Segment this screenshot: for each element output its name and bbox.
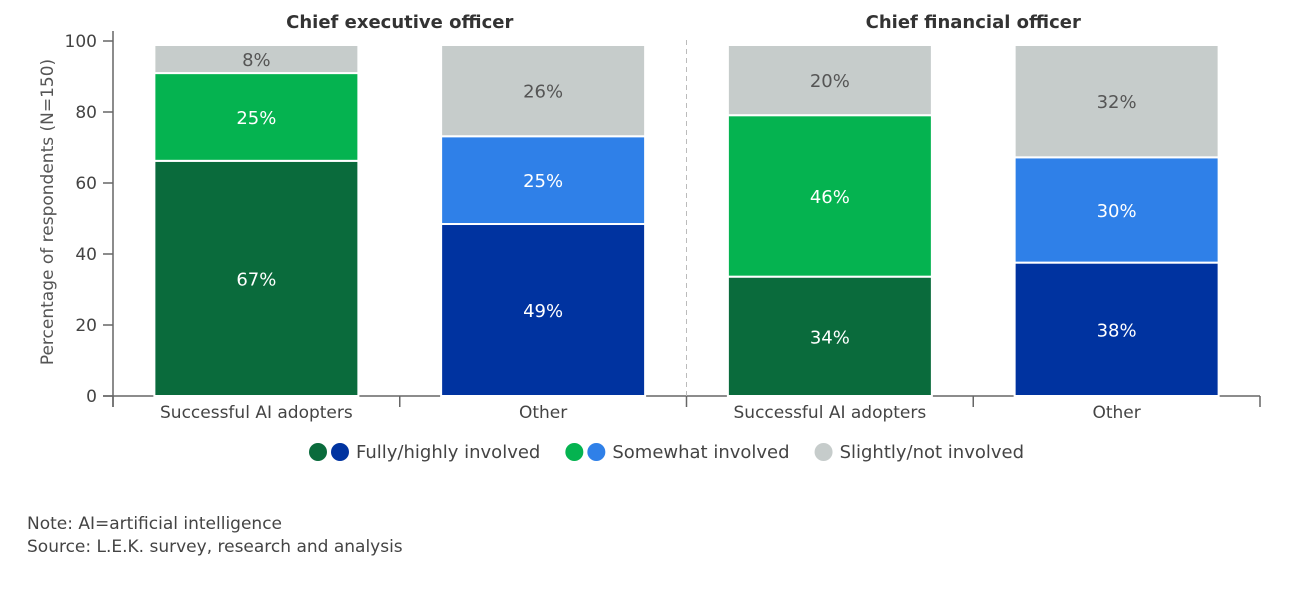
bar-segment xyxy=(440,135,647,226)
bar-segment xyxy=(153,72,360,162)
bar-segment xyxy=(726,44,933,117)
bar-segment xyxy=(153,44,360,75)
data-label: 20% xyxy=(810,71,850,92)
y-tick-label: 100 xyxy=(65,32,97,52)
x-category-label: Successful AI adopters xyxy=(734,403,927,423)
x-category-label: Other xyxy=(1092,403,1140,423)
data-label: 67% xyxy=(236,269,276,290)
y-tick-label: 40 xyxy=(75,245,97,265)
data-label: 8% xyxy=(242,50,271,71)
data-label: 25% xyxy=(523,171,563,192)
note-text: Note: AI=artificial intelligence xyxy=(27,514,282,534)
bar-segment xyxy=(1013,261,1220,397)
legend-swatch xyxy=(331,443,349,461)
data-label: 46% xyxy=(810,187,850,208)
panel-title: Chief financial officer xyxy=(866,12,1081,33)
data-label: 34% xyxy=(810,327,850,348)
source-text: Source: L.E.K. survey, research and anal… xyxy=(27,537,403,557)
legend-label: Somewhat involved xyxy=(612,442,789,463)
legend-swatch xyxy=(587,443,606,461)
bar-segment xyxy=(726,275,933,397)
legend-swatch xyxy=(814,443,833,461)
data-label: 49% xyxy=(523,301,563,322)
bar-segment xyxy=(1013,44,1220,159)
panel-title: Chief executive officer xyxy=(286,12,513,33)
y-tick-label: 20 xyxy=(75,316,97,336)
y-tick-label: 0 xyxy=(86,387,97,407)
legend-label: Fully/highly involved xyxy=(356,442,540,463)
notes: Note: AI=artificial intelligence Source:… xyxy=(27,513,403,559)
y-tick-label: 80 xyxy=(75,103,97,123)
bar-segment xyxy=(153,159,360,397)
bar-segment xyxy=(726,114,933,278)
x-category-label: Other xyxy=(519,403,567,423)
bar-segment xyxy=(440,44,647,138)
data-label: 25% xyxy=(236,108,276,129)
stacked-bar-chart: 0 20 40 60 80 100 Percentage of respondents (N… xyxy=(38,12,1261,463)
data-label: 38% xyxy=(1097,320,1137,341)
legend-label: Slightly/not involved xyxy=(840,442,1024,463)
legend-swatch xyxy=(309,443,327,461)
data-label: 32% xyxy=(1097,92,1137,113)
bar-segment xyxy=(440,223,647,397)
legend-swatch xyxy=(565,443,584,461)
y-tick-label: 60 xyxy=(75,174,97,194)
data-label: 30% xyxy=(1097,201,1137,222)
x-category-label: Successful AI adopters xyxy=(160,403,353,423)
y-axis-label: Percentage of respondents (N=150) xyxy=(38,59,58,365)
data-label: 26% xyxy=(523,82,563,103)
